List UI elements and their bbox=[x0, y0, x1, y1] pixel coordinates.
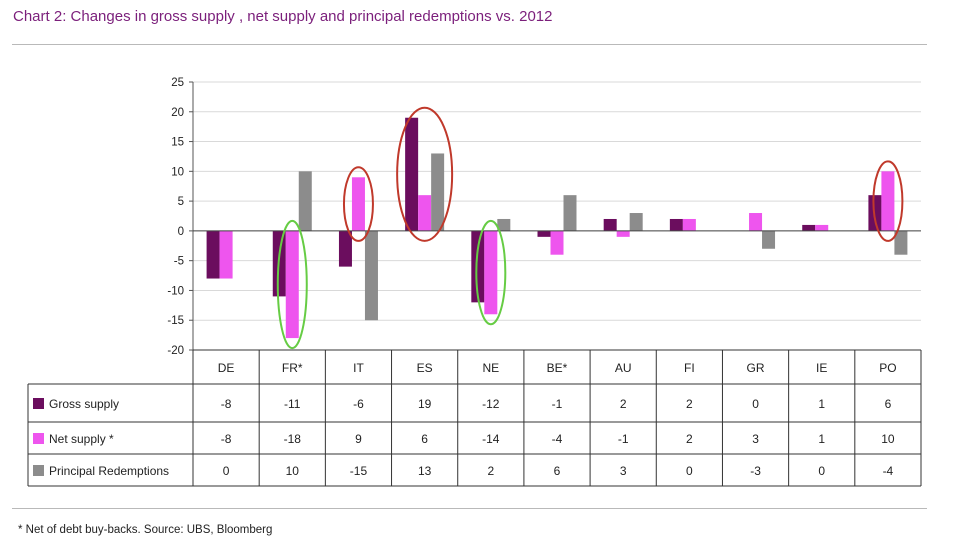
data-label: -1 bbox=[552, 397, 563, 411]
data-label: 1 bbox=[818, 432, 825, 446]
bar bbox=[550, 230, 564, 255]
bar bbox=[616, 230, 630, 237]
bar bbox=[418, 195, 432, 231]
data-label: -3 bbox=[750, 464, 761, 478]
bar bbox=[537, 230, 551, 237]
bar bbox=[682, 218, 696, 231]
x-tick-label: ES bbox=[417, 361, 433, 375]
top-divider bbox=[12, 44, 927, 45]
legend-label: Gross supply bbox=[49, 397, 119, 411]
x-tick-label: DE bbox=[218, 361, 235, 375]
data-label: -4 bbox=[883, 464, 894, 478]
x-tick-label: AU bbox=[615, 361, 632, 375]
data-label: 0 bbox=[686, 464, 693, 478]
highlight-ellipse bbox=[342, 166, 374, 242]
highlight-ellipse bbox=[475, 219, 507, 326]
bar bbox=[749, 213, 763, 231]
legend-label: Net supply * bbox=[49, 432, 114, 446]
y-tick-label: 0 bbox=[178, 226, 184, 238]
data-label: -18 bbox=[284, 432, 302, 446]
bottom-divider bbox=[12, 508, 927, 509]
x-tick-label: NE bbox=[482, 361, 499, 375]
y-tick-label: -15 bbox=[167, 315, 184, 327]
data-label: 6 bbox=[554, 464, 561, 478]
x-tick-label: IT bbox=[353, 361, 364, 375]
bar bbox=[471, 230, 485, 303]
data-label: 0 bbox=[752, 397, 759, 411]
data-label: -12 bbox=[482, 397, 500, 411]
data-label: 10 bbox=[881, 432, 895, 446]
bar bbox=[563, 195, 577, 231]
legend-swatch bbox=[33, 433, 44, 444]
bar bbox=[285, 230, 299, 339]
bar bbox=[206, 230, 220, 279]
bar bbox=[669, 218, 683, 231]
y-tick-label: -5 bbox=[174, 256, 184, 268]
data-label: 2 bbox=[620, 397, 627, 411]
bar bbox=[881, 171, 895, 231]
legend-swatch bbox=[33, 465, 44, 476]
y-tick-label: 20 bbox=[171, 107, 184, 119]
data-label: 3 bbox=[620, 464, 627, 478]
x-tick-label: FI bbox=[684, 361, 695, 375]
bar bbox=[338, 230, 352, 267]
data-label: 13 bbox=[418, 464, 432, 478]
bar bbox=[351, 177, 365, 231]
data-label: -8 bbox=[221, 397, 232, 411]
data-label: -1 bbox=[618, 432, 629, 446]
bar bbox=[894, 230, 908, 255]
bar bbox=[629, 213, 643, 231]
y-tick-label: 10 bbox=[171, 166, 184, 178]
data-label: 0 bbox=[818, 464, 825, 478]
data-label: -15 bbox=[350, 464, 368, 478]
data-label: 10 bbox=[286, 464, 300, 478]
highlight-ellipse bbox=[872, 160, 904, 242]
data-label: 6 bbox=[421, 432, 428, 446]
highlight-ellipse bbox=[276, 219, 308, 350]
y-tick-label: 5 bbox=[178, 196, 184, 208]
data-label: -14 bbox=[482, 432, 500, 446]
x-tick-label: FR* bbox=[282, 361, 303, 375]
data-label: -8 bbox=[221, 432, 232, 446]
y-tick-label: -20 bbox=[167, 345, 184, 357]
bar bbox=[497, 218, 511, 231]
bar bbox=[484, 230, 498, 315]
legend-swatch bbox=[33, 398, 44, 409]
data-label: 0 bbox=[223, 464, 230, 478]
data-label: 3 bbox=[752, 432, 759, 446]
data-label: -4 bbox=[552, 432, 563, 446]
bar bbox=[815, 224, 829, 231]
data-label: -6 bbox=[353, 397, 364, 411]
bar bbox=[431, 153, 445, 231]
y-tick-label: 15 bbox=[171, 137, 184, 149]
y-tick-label: -10 bbox=[167, 285, 184, 297]
bar bbox=[762, 230, 776, 249]
page-title: Chart 2: Changes in gross supply , net s… bbox=[13, 8, 553, 25]
footnote: * Net of debt buy-backs. Source: UBS, Bl… bbox=[18, 524, 273, 536]
data-label: 19 bbox=[418, 397, 432, 411]
y-tick-label: 25 bbox=[171, 77, 184, 89]
data-label: 9 bbox=[355, 432, 362, 446]
highlight-ellipse bbox=[396, 106, 454, 242]
x-tick-label: IE bbox=[816, 361, 827, 375]
data-label: 1 bbox=[818, 397, 825, 411]
legend-label: Principal Redemptions bbox=[49, 464, 169, 478]
x-tick-label: GR bbox=[747, 361, 765, 375]
bar bbox=[802, 224, 816, 231]
data-label: 2 bbox=[487, 464, 494, 478]
data-label: 6 bbox=[885, 397, 892, 411]
bar bbox=[364, 230, 378, 321]
bar bbox=[219, 230, 233, 279]
x-tick-label: BE* bbox=[547, 361, 568, 375]
data-label: 2 bbox=[686, 397, 693, 411]
data-label: 2 bbox=[686, 432, 693, 446]
bar bbox=[298, 171, 312, 231]
data-label: -11 bbox=[284, 397, 301, 411]
x-tick-label: PO bbox=[879, 361, 896, 375]
bar bbox=[603, 218, 617, 231]
bar bbox=[405, 117, 419, 231]
